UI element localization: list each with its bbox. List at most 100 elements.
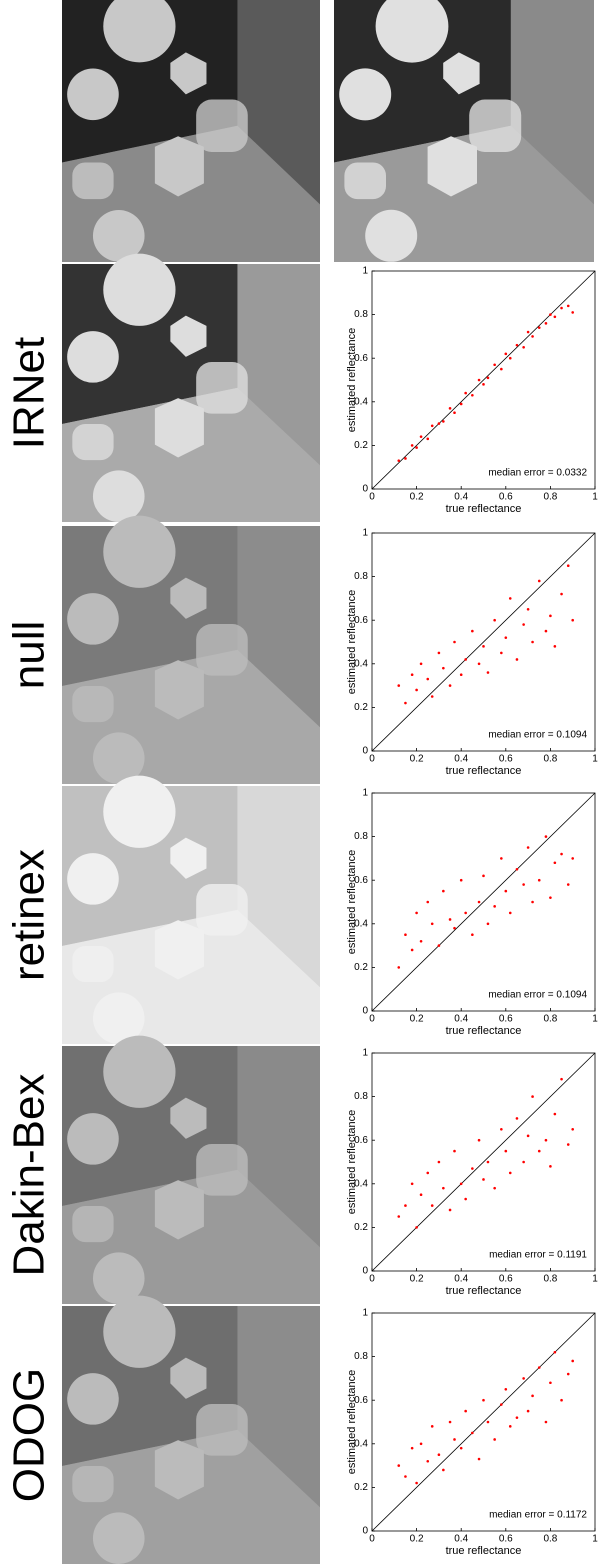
- scene-sphere: [92, 210, 145, 262]
- data-point: [526, 1134, 530, 1138]
- data-point: [544, 1138, 548, 1142]
- data-point: [410, 1182, 414, 1186]
- x-tick-label: 0.8: [543, 754, 557, 765]
- scene-image: [62, 0, 320, 262]
- x-tick-label: 0: [369, 754, 375, 765]
- y-tick-label: 1: [362, 528, 368, 539]
- scene-image: [62, 515, 320, 784]
- data-point: [415, 446, 418, 449]
- data-point: [404, 457, 407, 460]
- data-point: [430, 695, 434, 698]
- x-tick-label: 0.4: [454, 1274, 468, 1285]
- y-tick-label: 0: [362, 1526, 368, 1537]
- data-point: [508, 356, 512, 360]
- data-point: [426, 900, 430, 904]
- data-point: [404, 933, 407, 936]
- data-point: [553, 1112, 557, 1116]
- data-point: [571, 857, 574, 860]
- x-tick-label: 0.4: [454, 754, 468, 765]
- scene-sphere: [67, 68, 119, 121]
- y-axis-label: estimated reflectance: [346, 590, 358, 695]
- data-point: [442, 889, 445, 893]
- data-point: [404, 1475, 407, 1478]
- data-point: [560, 1398, 563, 1402]
- data-point: [448, 684, 452, 687]
- scene-sphere: [92, 1252, 145, 1304]
- data-point: [486, 1420, 490, 1424]
- data-point: [500, 1128, 503, 1131]
- data-point: [508, 1425, 512, 1428]
- x-tick-label: 1: [592, 1014, 598, 1025]
- x-tick-label: 0.8: [543, 1534, 557, 1545]
- scene-cylinder: [469, 99, 522, 152]
- data-point: [504, 1149, 508, 1153]
- data-point: [515, 1416, 519, 1419]
- scene-sphere: [103, 253, 176, 326]
- data-point: [437, 1453, 441, 1456]
- x-tick-label: 0.6: [499, 1274, 513, 1285]
- x-tick-label: 0.2: [410, 1014, 424, 1025]
- scene-cylinder: [72, 685, 114, 723]
- x-tick-label: 0.6: [499, 1014, 513, 1025]
- identity-line: [371, 1052, 596, 1272]
- data-point: [504, 1388, 508, 1391]
- y-axis-label: estimated reflectance: [346, 1110, 358, 1215]
- data-point: [531, 900, 534, 904]
- scene-cylinder: [344, 162, 386, 200]
- data-point: [566, 304, 570, 308]
- data-point: [508, 911, 512, 915]
- data-point: [437, 422, 441, 425]
- scene-cylinder: [72, 423, 114, 461]
- data-point: [410, 673, 414, 676]
- y-tick-label: 0.4: [354, 396, 368, 407]
- y-tick-label: 0: [362, 746, 368, 757]
- y-tick-label: 1: [362, 266, 368, 277]
- scene-cylinder: [196, 1144, 248, 1196]
- data-point: [471, 629, 474, 633]
- scene-wall: [62, 264, 238, 424]
- y-tick-label: 0.6: [354, 353, 368, 364]
- scene-icosa: [170, 837, 207, 879]
- row-label: null: [5, 621, 54, 690]
- scene-icosa: [154, 136, 204, 197]
- data-point: [430, 1425, 434, 1428]
- data-point: [566, 883, 570, 886]
- y-tick-label: 0.8: [354, 1091, 368, 1102]
- data-point: [522, 1160, 525, 1164]
- scene-sphere: [103, 515, 176, 588]
- data-point: [544, 1420, 548, 1424]
- x-tick-label: 0.2: [410, 754, 424, 765]
- scene-wall: [62, 0, 238, 163]
- x-axis-label: true reflectance: [446, 1545, 522, 1557]
- y-axis-label: estimated reflectance: [346, 328, 358, 433]
- data-point: [515, 658, 519, 661]
- data-point: [415, 911, 418, 915]
- data-point: [397, 1464, 401, 1467]
- x-tick-label: 0: [369, 492, 375, 503]
- scene-sphere: [375, 0, 449, 63]
- y-tick-label: 0.8: [354, 1351, 368, 1362]
- data-point: [566, 564, 570, 567]
- scene-cylinder: [196, 1404, 248, 1456]
- data-point: [493, 1438, 496, 1441]
- scene-sphere: [92, 470, 145, 522]
- scene-image: [62, 1295, 320, 1564]
- data-point: [410, 1446, 414, 1450]
- data-point: [397, 966, 401, 969]
- scene-sphere: [365, 209, 418, 262]
- data-point: [419, 1442, 423, 1446]
- data-point: [493, 1186, 496, 1190]
- y-tick-label: 0: [362, 1266, 368, 1277]
- data-point: [453, 411, 456, 415]
- x-tick-label: 0: [369, 1014, 375, 1025]
- data-point: [544, 629, 548, 633]
- data-point: [437, 944, 441, 947]
- data-point: [549, 614, 552, 618]
- data-point: [426, 1171, 430, 1175]
- scene-cylinder: [196, 624, 248, 676]
- data-point: [430, 922, 434, 926]
- data-point: [531, 1095, 534, 1098]
- data-point: [437, 1160, 441, 1164]
- data-point: [526, 330, 530, 334]
- data-point: [522, 883, 525, 886]
